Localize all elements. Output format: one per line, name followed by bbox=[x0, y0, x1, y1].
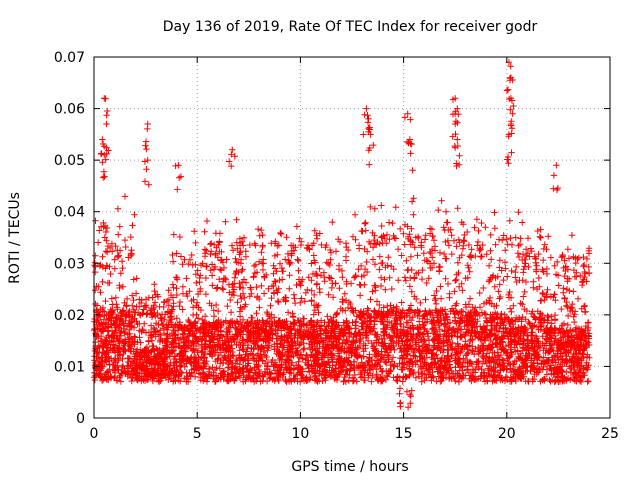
x-tick-label: 5 bbox=[193, 426, 202, 442]
y-tick-label: 0.03 bbox=[54, 256, 85, 272]
y-tick-label: 0.07 bbox=[54, 50, 85, 66]
x-tick-label: 10 bbox=[291, 426, 309, 442]
x-tick-label: 15 bbox=[395, 426, 413, 442]
y-axis-label: ROTI / TECUs bbox=[7, 192, 23, 284]
plot-frame bbox=[93, 56, 611, 419]
y-tick-label: 0 bbox=[76, 411, 85, 427]
data-points bbox=[90, 59, 593, 411]
y-tick-label: 0.02 bbox=[54, 308, 85, 324]
x-tick-label: 20 bbox=[498, 426, 516, 442]
y-tick-label: 0.06 bbox=[54, 102, 85, 118]
x-tick-label: 0 bbox=[90, 426, 99, 442]
x-tick-label: 25 bbox=[601, 426, 619, 442]
y-tick-label: 0.04 bbox=[54, 205, 85, 221]
y-axis: 0 0.01 0.02 0.03 0.04 0.05 0.06 0.07 bbox=[54, 50, 610, 427]
chart-title: Day 136 of 2019, Rate Of TEC Index for r… bbox=[163, 19, 538, 35]
scatter-markers bbox=[90, 59, 593, 411]
y-tick-label: 0.01 bbox=[54, 359, 85, 375]
x-axis: 0 5 10 15 20 25 bbox=[90, 57, 619, 442]
y-tick-label: 0.05 bbox=[54, 153, 85, 169]
x-axis-label: GPS time / hours bbox=[291, 459, 408, 475]
